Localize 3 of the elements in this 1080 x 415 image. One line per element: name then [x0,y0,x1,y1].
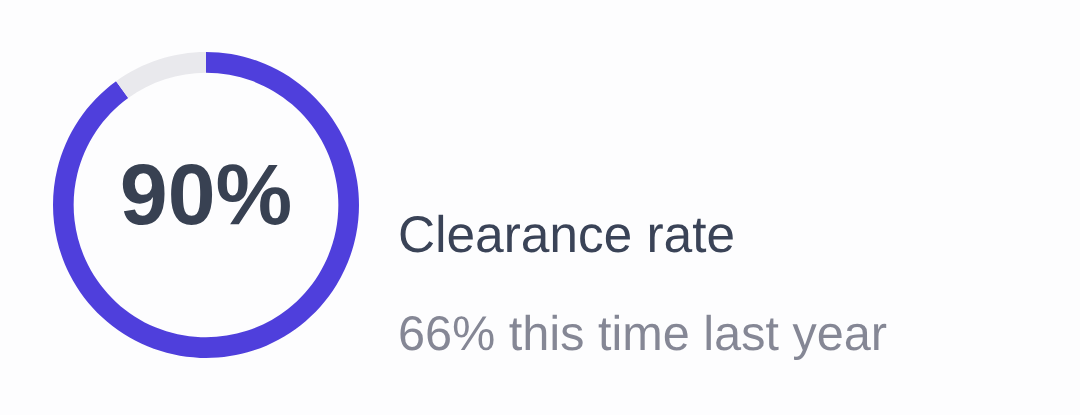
data-label: 90% [122,164,290,226]
text: Clearance rate [400,214,733,253]
text: 66% this time last year [400,314,887,361]
